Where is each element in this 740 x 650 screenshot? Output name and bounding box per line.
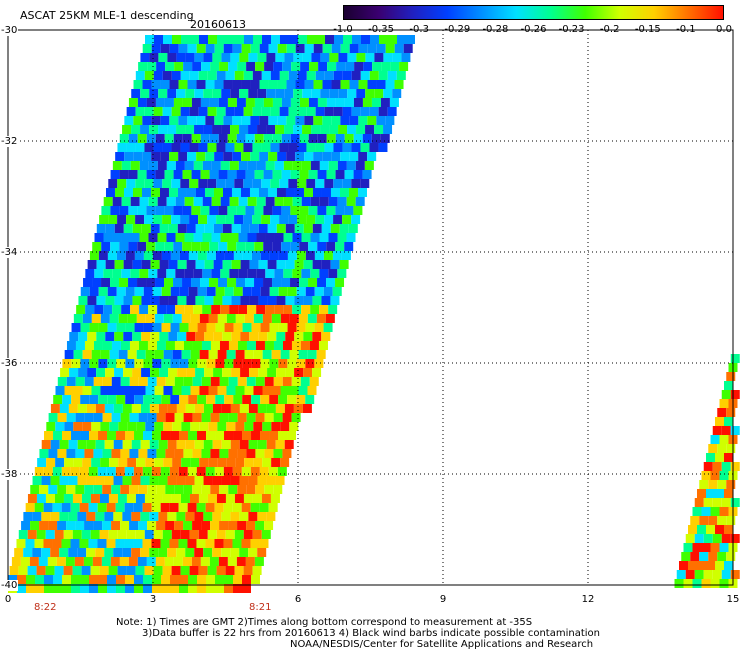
longitude-label: 6: [294, 594, 302, 605]
colorbar-tick-label: -0.35: [368, 24, 395, 35]
colorbar-tick-label: -1.0: [333, 24, 353, 35]
swath-cells: [8, 35, 740, 593]
colorbar-tick-label: -0.28: [482, 24, 509, 35]
time-label-left: 8:22: [34, 602, 57, 613]
latitude-label: -36: [0, 358, 19, 369]
colorbar: [343, 5, 724, 20]
note-line-2: 3)Data buffer is 22 hrs from 20160613 4)…: [142, 628, 600, 639]
time-label-right: 8:21: [249, 602, 272, 613]
map-frame: [7, 29, 734, 586]
colorbar-tick-label: -0.29: [444, 24, 471, 35]
latitude-label: -40: [0, 580, 19, 591]
map-title: ASCAT 25KM MLE-1 descending: [20, 9, 194, 22]
latitude-label: -38: [0, 469, 19, 480]
latitude-label: -32: [0, 136, 19, 147]
colorbar-tick-label: -0.1: [676, 24, 696, 35]
colorbar-tick-label: -0.26: [520, 24, 547, 35]
longitude-label: 9: [439, 594, 447, 605]
latitude-label: -34: [0, 247, 19, 258]
colorbar-tick-label: 0.0: [716, 24, 732, 35]
note-line-1: Note: 1) Times are GMT 2)Times along bot…: [116, 617, 533, 628]
longitude-label: 3: [149, 594, 157, 605]
colorbar-tick-label: -0.23: [558, 24, 585, 35]
map-date: 20160613: [190, 18, 246, 31]
longitude-label: 15: [726, 594, 740, 605]
note-line-3: NOAA/NESDIS/Center for Satellite Applica…: [290, 639, 594, 650]
colorbar-tick-label: -0.15: [634, 24, 661, 35]
longitude-label: 12: [581, 594, 595, 605]
colorbar-tick-label: -0.3: [409, 24, 429, 35]
longitude-label: 0: [4, 594, 12, 605]
latitude-label: -30: [0, 25, 19, 36]
colorbar-tick-label: -0.2: [599, 24, 620, 35]
